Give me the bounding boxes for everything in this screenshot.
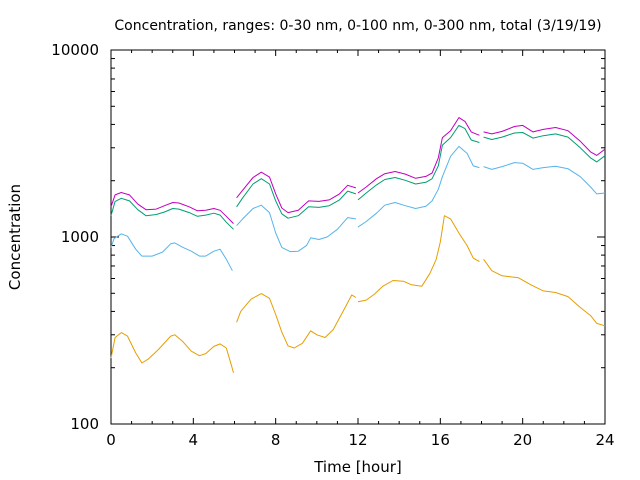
series-line-3-segment-1 — [236, 171, 357, 214]
series-line-0-segment-3 — [483, 259, 606, 327]
series-line-0-segment-2 — [357, 215, 480, 303]
y-axis-label: Concentration — [6, 184, 24, 290]
series-line-0-segment-1 — [236, 293, 357, 349]
x-axis: 0 4 8 12 16 20 24 — [106, 50, 615, 449]
series-line-3-segment-3 — [483, 124, 606, 156]
series-line-1-segment-3 — [483, 162, 606, 195]
x-tick-label: 20 — [513, 431, 532, 449]
series-line-3-segment-0 — [110, 192, 234, 224]
x-tick-label: 16 — [431, 431, 450, 449]
x-axis-label: Time [hour] — [313, 458, 402, 476]
x-tick-label: 12 — [348, 431, 367, 449]
x-tick-label: 24 — [595, 431, 614, 449]
y-tick-label: 10000 — [51, 41, 99, 59]
series-line-1-segment-2 — [357, 145, 480, 228]
series-line-2-segment-2 — [357, 124, 480, 201]
x-tick-label: 8 — [271, 431, 281, 449]
series-line-3-segment-2 — [357, 117, 480, 194]
series-line-1-segment-1 — [236, 204, 356, 253]
series-line-1-segment-0 — [110, 233, 233, 271]
y-tick-label: 100 — [70, 415, 99, 433]
plot-frame — [110, 49, 606, 425]
x-tick-label: 0 — [106, 431, 116, 449]
y-tick-label: 1000 — [61, 228, 99, 246]
series-line-2-segment-3 — [483, 132, 606, 163]
series-line-2-segment-0 — [110, 197, 234, 230]
chart-title: Concentration, ranges: 0-30 nm, 0-100 nm… — [114, 18, 601, 34]
series-line-2-segment-1 — [236, 178, 357, 219]
series-line-0-segment-0 — [110, 332, 234, 373]
x-tick-label: 4 — [189, 431, 199, 449]
series-layer — [110, 117, 606, 373]
y-axis: 100 1000 10000 — [51, 41, 605, 433]
